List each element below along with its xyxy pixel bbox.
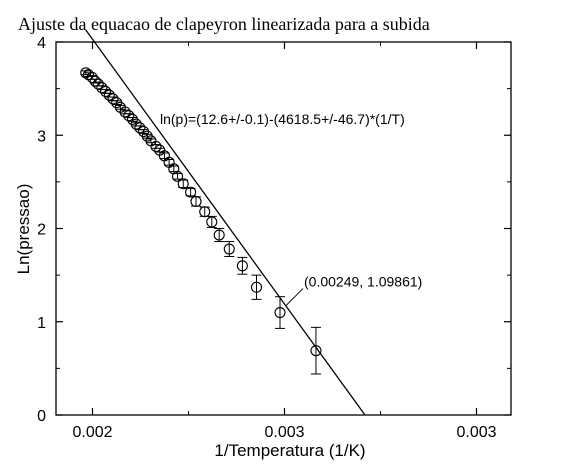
point-marker [107,93,119,105]
x-axis-ticks: 0.002 0.003 0.003 [72,42,497,441]
point-marker [150,140,162,152]
y-axis-ticks: 0 1 2 3 4 [37,35,511,425]
point-marker [177,178,189,190]
point-annotation: (0.00249, 1.09861) [304,274,422,290]
point-marker [92,78,104,90]
y-tick-label: 0 [37,408,46,425]
y-tick-label: 3 [37,128,46,145]
point-marker [206,216,218,228]
point-marker [190,195,202,208]
data-points [80,67,322,375]
point-marker [236,260,248,272]
data-point [190,195,202,208]
x-tick-label: 0.003 [264,424,304,441]
point-marker [310,345,322,357]
point-marker [250,281,263,293]
y-tick-label: 4 [37,35,46,52]
point-marker [96,82,108,94]
point-marker [274,307,286,319]
data-point [236,256,248,275]
point-marker [119,106,131,118]
point-marker [213,229,225,241]
point-marker [171,170,184,182]
point-marker [199,206,211,218]
chart-title: Ajuste da equacao de clapeyron lineariza… [18,14,430,34]
data-point [154,144,166,156]
point-marker [185,186,197,198]
data-point [310,326,322,375]
y-axis-label: Ln(pressao) [14,184,33,275]
y-tick-label: 2 [37,222,46,239]
point-marker [86,71,98,83]
data-point [274,296,286,329]
data-point [168,163,180,175]
point-marker [100,85,112,97]
data-point [213,228,225,243]
data-point [206,215,218,229]
x-tick-label: 0.003 [456,424,496,441]
data-point [223,241,235,257]
fit-line [85,29,366,416]
annotation-leader [285,288,304,306]
fit-equation: ln(p)=(12.6+/-0.1)-(4618.5+/-46.7)*(1/T) [160,111,405,127]
point-marker [123,110,135,122]
x-axis-label: 1/Temperatura (1/K) [214,441,365,460]
data-point [177,178,189,190]
plot-frame [55,41,512,416]
data-point [250,274,263,300]
point-marker [103,89,115,101]
x-tick-label: 0.002 [72,424,112,441]
y-tick-label: 1 [37,315,46,332]
point-marker [130,118,142,130]
data-point [185,186,197,198]
point-marker [134,122,146,134]
point-marker [223,243,235,255]
data-point [199,206,211,218]
